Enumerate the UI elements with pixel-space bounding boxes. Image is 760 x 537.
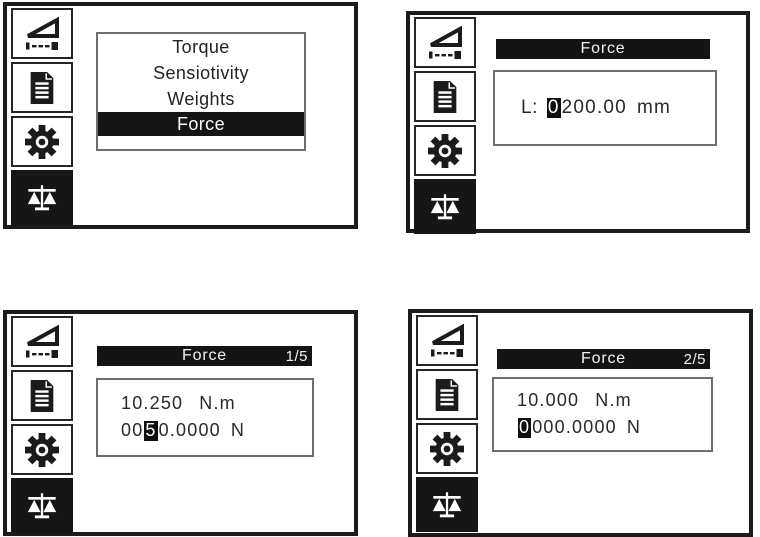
document-icon [25, 379, 59, 413]
sidebar-button-angle[interactable] [414, 17, 476, 68]
angle-ruler-icon [429, 323, 465, 359]
sidebar-button-calibration[interactable] [11, 478, 73, 533]
torque-value-line: 10.000 N.m [517, 390, 711, 411]
force-value-line: 00 5 0.0000 N [121, 420, 312, 441]
menu-item-torque[interactable]: Torque [98, 34, 304, 60]
device-screen-force-length: Force L: 0 200.00 mm [406, 11, 750, 234]
edit-cursor-digit[interactable]: 0 [518, 417, 532, 438]
sidebar-button-records[interactable] [11, 370, 73, 421]
sidebar-button-records[interactable] [11, 62, 73, 113]
torque-value: 10.000 [517, 390, 580, 411]
sidebar [11, 316, 73, 533]
sidebar-button-settings[interactable] [11, 424, 73, 475]
page-indicator: 1/5 [285, 347, 308, 365]
edit-cursor-digit[interactable]: 0 [546, 96, 561, 119]
page-title: Force [580, 40, 626, 57]
sidebar-button-settings[interactable] [416, 423, 478, 474]
length-unit: mm [636, 96, 672, 118]
menu-item-force[interactable]: Force [98, 112, 304, 136]
angle-ruler-icon [24, 324, 60, 360]
length-value-line: L: 0 200.00 mm [521, 96, 715, 119]
angle-ruler-icon [427, 25, 463, 61]
title-bar: Force [496, 39, 710, 59]
page-title: Force [581, 350, 626, 367]
document-icon [430, 378, 464, 412]
length-input-box[interactable]: L: 0 200.00 mm [493, 70, 717, 146]
menu-item-label: Force [176, 113, 225, 134]
sidebar-button-calibration[interactable] [414, 179, 476, 234]
balance-icon [428, 190, 462, 224]
menu-item-sensiotivity[interactable]: Sensiotivity [98, 60, 304, 86]
document-icon [428, 80, 462, 114]
sidebar-button-records[interactable] [414, 71, 476, 122]
length-field-label: L: [521, 96, 538, 118]
sidebar-button-records[interactable] [416, 369, 478, 420]
sidebar [416, 315, 478, 532]
sidebar [414, 17, 476, 234]
force-value-post: 0.0000 [158, 420, 221, 440]
force-value-post: 000.0000 [532, 417, 617, 437]
torque-unit: N.m [595, 390, 632, 411]
torque-value-line: 10.250 N.m [121, 393, 312, 414]
title-bar: Force 1/5 [97, 346, 312, 366]
page-indicator: 2/5 [683, 350, 706, 368]
device-screen-menu: Torque Sensiotivity Weights Force [3, 2, 358, 229]
force-value-pre: 00 [121, 420, 144, 440]
device-screen-force-page2: Force 2/5 10.000 N.m 0 000.0000 N [408, 309, 753, 537]
gear-icon [429, 431, 465, 467]
torque-unit: N.m [199, 393, 236, 414]
torque-value: 10.250 [121, 393, 184, 414]
menu-item-label: Torque [172, 36, 230, 57]
balance-icon [430, 488, 464, 522]
sidebar-button-settings[interactable] [11, 116, 73, 167]
angle-ruler-icon [24, 16, 60, 52]
sidebar [11, 8, 73, 225]
page-title: Force [182, 347, 227, 364]
edit-cursor-digit[interactable]: 5 [144, 420, 158, 441]
title-bar: Force 2/5 [497, 349, 710, 369]
gear-icon [24, 124, 60, 160]
sidebar-button-angle[interactable] [416, 315, 478, 366]
length-value-post: 200.00 [561, 96, 627, 118]
document-icon [25, 71, 59, 105]
sidebar-button-angle[interactable] [11, 316, 73, 367]
force-value-line: 0 000.0000 N [517, 417, 711, 438]
menu-item-weights[interactable]: Weights [98, 86, 304, 112]
sidebar-button-settings[interactable] [414, 125, 476, 176]
calibration-values-box[interactable]: 10.250 N.m 00 5 0.0000 N [96, 378, 314, 457]
gear-icon [24, 432, 60, 468]
sidebar-button-calibration[interactable] [11, 170, 73, 225]
calibration-menu: Torque Sensiotivity Weights Force [96, 32, 306, 151]
gear-icon [427, 133, 463, 169]
balance-icon [25, 181, 59, 215]
sidebar-button-angle[interactable] [11, 8, 73, 59]
menu-item-label: Sensiotivity [153, 62, 249, 83]
menu-item-label: Weights [167, 88, 235, 109]
sidebar-button-calibration[interactable] [416, 477, 478, 532]
calibration-values-box[interactable]: 10.000 N.m 0 000.0000 N [492, 377, 713, 452]
menu-bottom-strip [98, 136, 304, 149]
balance-icon [25, 489, 59, 523]
device-screen-force-page1: Force 1/5 10.250 N.m 00 5 0.0000 N [3, 310, 358, 536]
force-unit: N [230, 420, 246, 440]
force-unit: N [626, 417, 642, 437]
